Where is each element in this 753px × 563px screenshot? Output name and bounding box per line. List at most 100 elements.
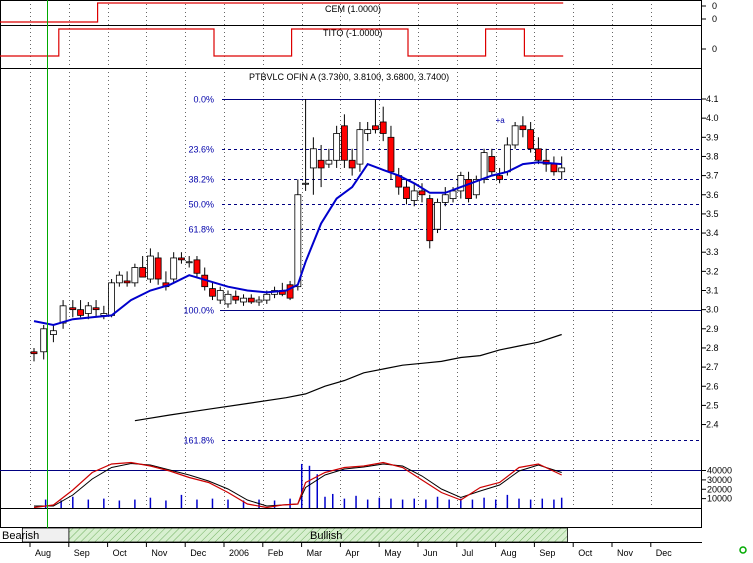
candle-body [255,299,263,303]
month-label: Sep [539,548,555,558]
candle-body [286,284,294,299]
price-tick-label: 3.3 [706,247,719,257]
candle-body [457,175,465,192]
price-tick-label: 2.6 [706,381,719,391]
candle-body [317,159,325,169]
candle-body [146,255,154,280]
candle-body [294,194,302,288]
fib-label: 50.0% [188,200,214,210]
cem-label: CEM (1.0000) [325,4,381,14]
bullish-label: Bullish [310,530,342,542]
price-tick-label: 2.4 [706,420,719,430]
month-label: Aug [501,548,517,558]
volume-tick-label: 30000 [707,475,732,485]
candle-body [131,267,139,284]
candle-body [340,125,348,161]
candle-body [441,194,449,203]
fibonacci-levels: 0.0% 23.6% 38.2% 50.0% 61.8% 100.0% 161.8% [0,95,701,471]
regime-bar: Bearish Bullish [2,527,568,543]
candle-body [550,163,558,173]
candle-body [403,186,410,199]
month-label: Apr [345,548,359,558]
price-tick-label: 3.6 [706,190,719,200]
month-label: 2006 [229,548,249,558]
price-tick-label: 2.7 [706,362,719,372]
fib-label: 23.6% [188,145,214,155]
month-label: Jun [423,548,438,558]
candle-body [356,129,364,165]
candle-body [472,179,480,196]
candle-body [410,190,418,201]
month-label: Oct [113,548,128,558]
price-axis: 4.1 4.0 3.9 3.8 3.7 3.6 3.5 3.4 3.3 3.2 3.1 3.0 2.9 2… [701,1,732,504]
candle-body [465,179,472,199]
candle-body [50,330,57,335]
candle-body [558,167,566,173]
annotation-label: +a [496,116,506,125]
candle-body [496,175,504,180]
month-label: Mar [307,548,323,558]
candle-body [232,295,240,301]
candle-body [535,148,542,161]
signal-tick-label: 0 [712,14,717,24]
candle-body [333,133,341,161]
candle-body [449,190,457,199]
candle-body [511,125,519,146]
candle-body [170,257,178,280]
candle-body [364,129,372,134]
fib-label: 100.0% [183,306,214,316]
plot-frame [0,0,702,528]
candle-body [519,125,527,131]
month-label: Aug [35,548,51,558]
month-label: Feb [268,548,284,558]
price-tick-label: 4.0 [706,113,719,123]
price-tick-label: 2.9 [706,324,719,334]
price-tick-label: 3.4 [706,228,719,238]
candle-body [480,152,488,180]
candle-body [40,328,48,353]
bearish-label: Bearish [2,530,39,542]
candle-body [139,267,147,278]
price-tick-label: 2.8 [706,343,719,353]
price-tick-label: 3.8 [706,151,719,161]
candle-body [154,257,162,280]
grid [30,0,652,508]
price-tick-label: 3.0 [706,305,719,315]
candle-body [325,159,333,165]
candle-body [247,297,255,303]
fib-label: 161.8% [183,436,214,446]
candle-body [123,280,131,284]
time-axis: Aug Sep Oct Nov Dec 2006 Feb Mar Apr May Jun Jul Aug… [0,542,702,558]
candle-body [77,309,84,316]
tito-label: TITO (-1.0000) [323,28,382,38]
candle-body [488,156,496,173]
month-label: Nov [617,548,634,558]
month-label: Jul [462,548,474,558]
fib-label: 38.2% [188,175,214,185]
month-label: May [384,548,402,558]
signal-tick-label: 0 [712,44,717,54]
candle-body [503,144,511,173]
volume-tick-label: 40000 [707,466,732,476]
candle-body [240,297,247,303]
stochastic-k-line [33,461,562,509]
price-tick-label: 3.7 [706,171,719,181]
tito-panel: TITO (-1.0000) [0,28,564,57]
status-indicator-icon [739,546,747,554]
candle-body [418,190,426,196]
candle-body [216,290,224,301]
candle-body [30,351,38,355]
volume-tick-label: 10000 [707,494,732,504]
candle-body [372,125,379,131]
month-label: Oct [578,548,593,558]
candle-body [193,259,201,274]
candle-body [108,282,115,316]
candle-body [263,293,271,301]
price-tick-label: 3.5 [706,209,719,219]
cem-signal-line [0,2,564,23]
candle-body [69,307,77,311]
price-tick-label: 2.5 [706,400,719,410]
candle-body [302,182,310,185]
